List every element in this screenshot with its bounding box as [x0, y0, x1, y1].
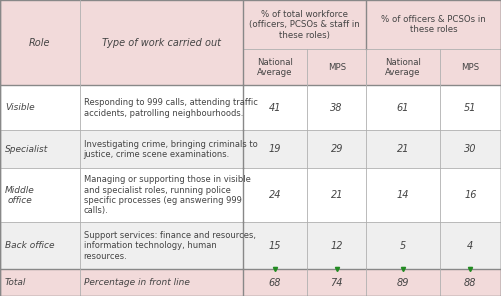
Text: MPS: MPS	[461, 63, 479, 72]
Text: National
Average: National Average	[385, 58, 421, 77]
Text: National
Average: National Average	[257, 58, 293, 77]
Text: Responding to 999 calls, attending traffic
accidents, patrolling neighbourhoods.: Responding to 999 calls, attending traff…	[84, 98, 258, 118]
Text: 74: 74	[331, 278, 343, 287]
Text: 38: 38	[331, 103, 343, 113]
Bar	[0, 168, 501, 222]
Text: Back office: Back office	[5, 241, 55, 250]
Text: Managing or supporting those in visible
and specialist roles, running police
spe: Managing or supporting those in visible …	[84, 175, 250, 215]
Text: 29: 29	[331, 144, 343, 154]
Text: 5: 5	[400, 241, 406, 251]
Text: Role: Role	[29, 38, 51, 48]
Text: 16: 16	[464, 190, 476, 200]
Text: 30: 30	[464, 144, 476, 154]
Bar	[0, 131, 501, 168]
Text: 88: 88	[464, 278, 476, 287]
Text: % of total workforce
(officers, PCSOs & staff in
these roles): % of total workforce (officers, PCSOs & …	[249, 10, 360, 40]
Text: 51: 51	[464, 103, 476, 113]
Text: 12: 12	[331, 241, 343, 251]
Bar	[0, 269, 501, 296]
Text: 19: 19	[269, 144, 281, 154]
Text: 4: 4	[467, 241, 473, 251]
Text: 89: 89	[397, 278, 409, 287]
Text: MPS: MPS	[328, 63, 346, 72]
Text: Investigating crime, bringing criminals to
justice, crime scene examinations.: Investigating crime, bringing criminals …	[84, 140, 258, 159]
Text: 24: 24	[269, 190, 281, 200]
Text: Specialist: Specialist	[5, 145, 48, 154]
Text: 14: 14	[397, 190, 409, 200]
Text: 61: 61	[397, 103, 409, 113]
Bar	[0, 222, 501, 269]
Text: Percentage in front line: Percentage in front line	[84, 278, 189, 287]
Text: Total: Total	[5, 278, 27, 287]
Text: 21: 21	[397, 144, 409, 154]
Text: 41: 41	[269, 103, 281, 113]
Bar	[0, 86, 501, 131]
Text: Middle
office: Middle office	[5, 186, 35, 205]
Bar	[0, 0, 501, 86]
Text: Type of work carried out: Type of work carried out	[102, 38, 221, 48]
Text: 68: 68	[269, 278, 281, 287]
Text: Support services: finance and resources,
information technology, human
resources: Support services: finance and resources,…	[84, 231, 256, 260]
Text: 21: 21	[331, 190, 343, 200]
Text: Visible: Visible	[5, 104, 35, 112]
Text: % of officers & PCSOs in
these roles: % of officers & PCSOs in these roles	[381, 15, 486, 34]
Text: 15: 15	[269, 241, 281, 251]
